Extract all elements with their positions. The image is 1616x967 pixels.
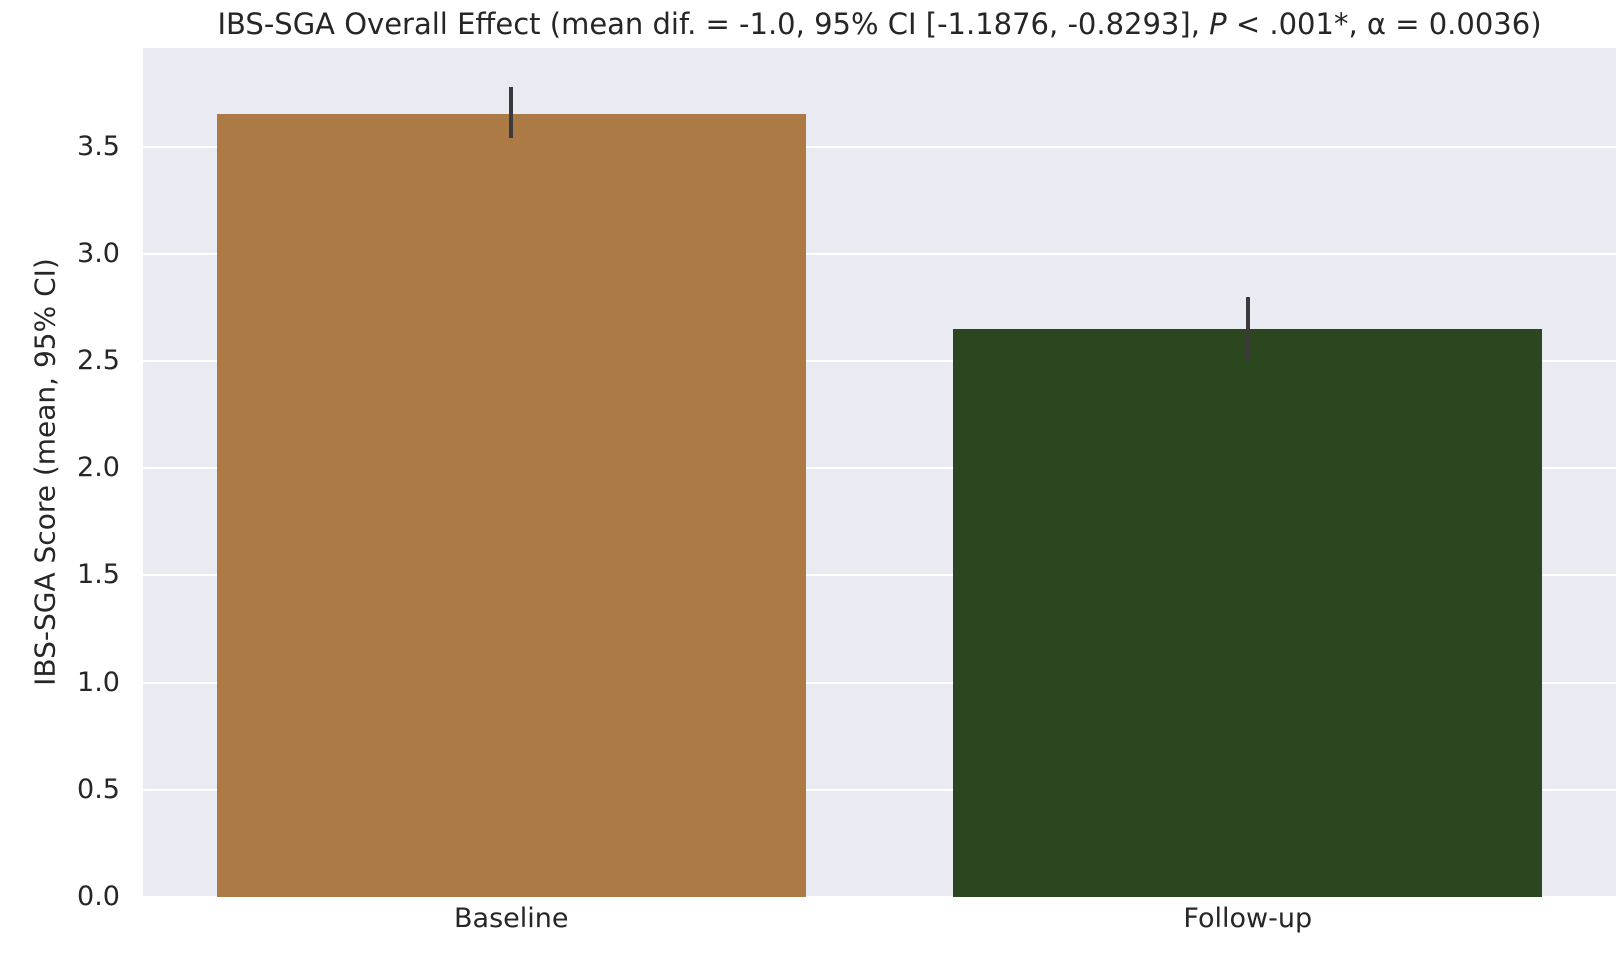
gridline — [143, 467, 1616, 470]
x-tick-label-follow-up: Follow-up — [1183, 903, 1313, 934]
y-tick-label: 1.5 — [77, 559, 120, 591]
chart-title-suffix: < .001*, α = 0.0036) — [1226, 7, 1542, 41]
y-tick-label: 0.5 — [77, 773, 120, 805]
y-tick-label: 3.5 — [77, 130, 120, 162]
y-tick-label: 0.0 — [77, 881, 120, 912]
chart-title-prefix: IBS-SGA Overall Effect (mean dif. = -1.0… — [217, 7, 1210, 41]
bar-baseline — [216, 114, 806, 897]
gridline — [143, 145, 1616, 148]
error-bar-follow-up — [1245, 296, 1250, 361]
gridline — [143, 574, 1616, 577]
gridline — [143, 252, 1616, 255]
plot-area — [143, 48, 1616, 898]
chart-title: IBS-SGA Overall Effect (mean dif. = -1.0… — [143, 6, 1616, 42]
y-tick-label: 3.0 — [77, 237, 120, 269]
gridline — [143, 681, 1616, 684]
error-bar-baseline — [509, 86, 514, 139]
gridline — [143, 896, 1616, 898]
gridline — [143, 788, 1616, 791]
y-tick-label: 1.0 — [77, 666, 120, 698]
chart-title-p-symbol: P — [1209, 7, 1227, 41]
gridline — [143, 360, 1616, 362]
y-tick-label: 2.0 — [77, 452, 120, 484]
x-tick-label-baseline: Baseline — [454, 903, 569, 934]
y-tick-label: 2.5 — [77, 345, 120, 376]
bar-follow-up — [953, 328, 1543, 897]
